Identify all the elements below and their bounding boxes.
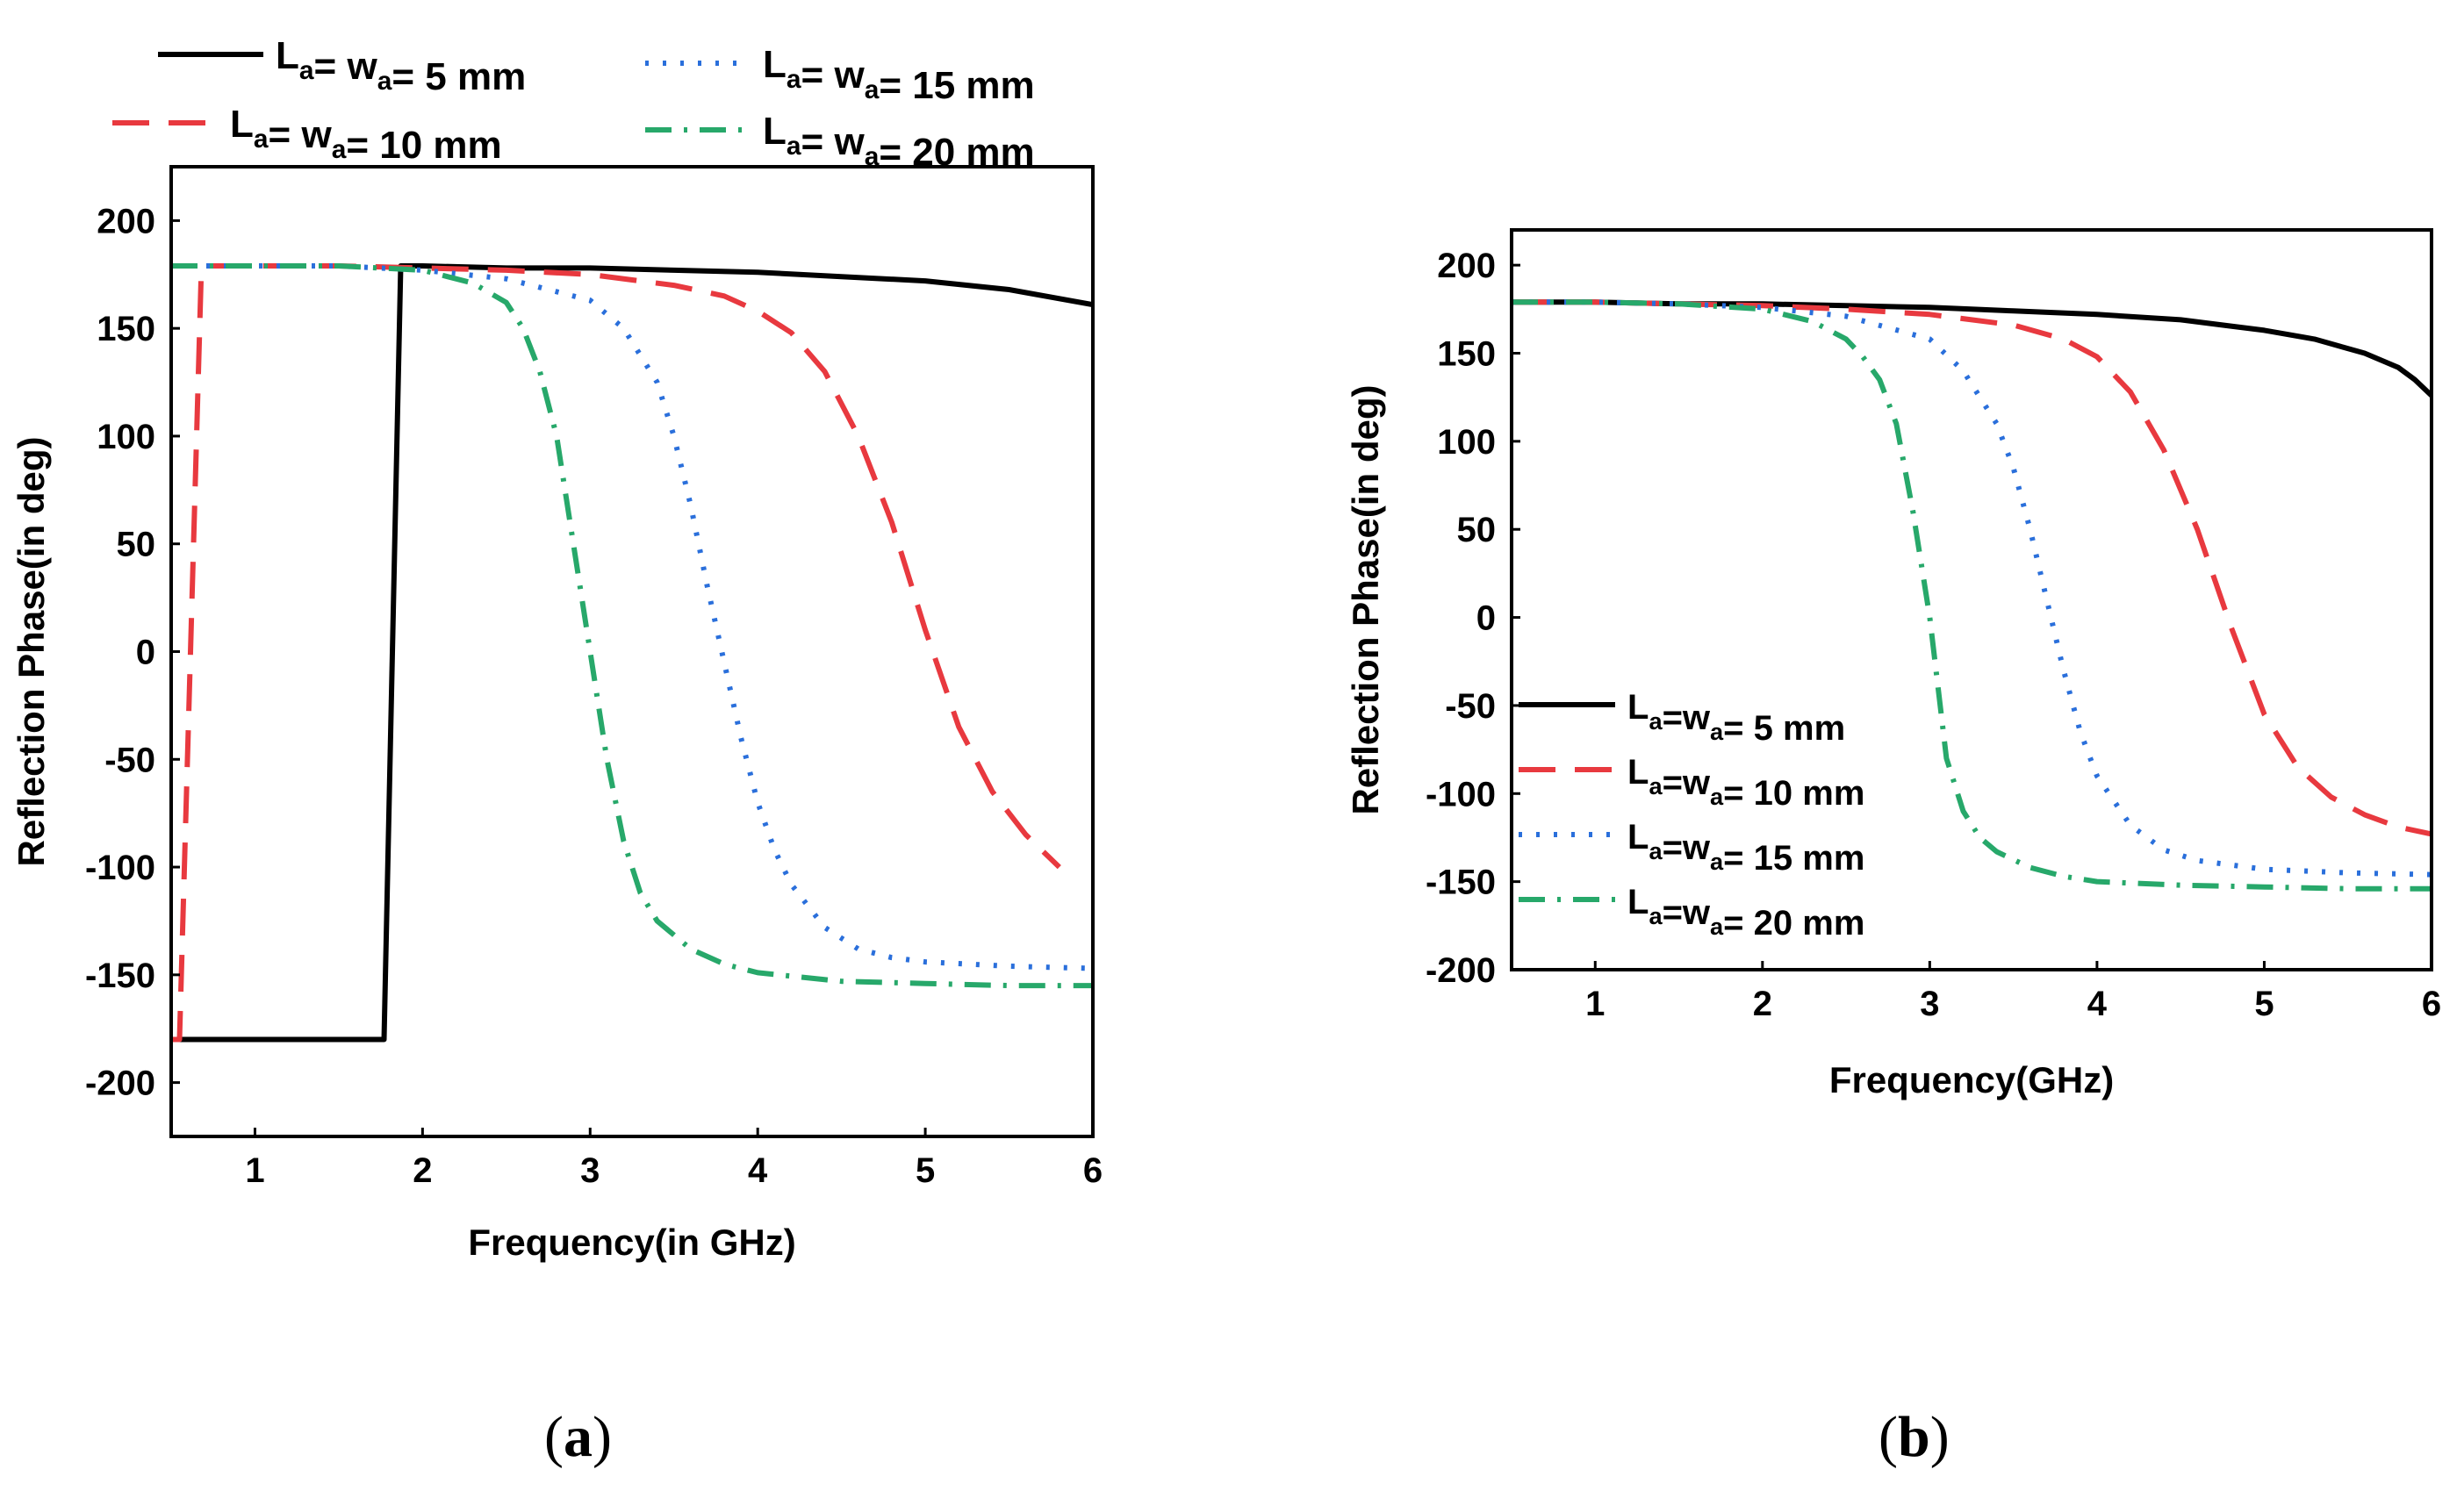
x-tick-label: 5: [2254, 985, 2274, 1023]
y-tick-label: 50: [117, 526, 156, 564]
y-tick-label: 150: [1437, 335, 1496, 374]
series-line-1: [171, 263, 1093, 1043]
y-tick-label: -200: [1426, 951, 1496, 990]
legend-label-1: La=wa= 5 mm: [1627, 688, 1845, 748]
plot-frame: [1510, 228, 2433, 971]
legend-label-4: La= wa= 20 mm: [763, 110, 1035, 174]
series-line-4: [171, 263, 1093, 989]
x-tick-label: 1: [1585, 985, 1605, 1023]
x-tick-label: 1: [245, 1151, 264, 1190]
y-tick-label: -150: [1426, 864, 1496, 902]
y-tick-label: 100: [97, 418, 155, 456]
y-tick-label: 100: [1437, 423, 1496, 462]
plot-area: [171, 263, 1093, 1043]
chart-panel-b: 1 2 3 4 5 6 -200 -150 -100 -50 0 50 100 150 200 Frequen…: [1345, 228, 2441, 1100]
y-tick-label: -100: [85, 849, 155, 887]
x-axis-label: Frequency(GHz): [1829, 1059, 2114, 1100]
chart-panel-a: 1 2 3 4 5 6 -200 -150 -100 -50 0 50 100 150 200 Frequen…: [11, 34, 1103, 1263]
legend-label-3: La= wa= 15 mm: [763, 43, 1035, 107]
panel-label-a: (a): [544, 1405, 612, 1469]
x-axis-label: Frequency(in GHz): [468, 1222, 795, 1263]
x-tick-label: 3: [580, 1151, 600, 1190]
x-tick-label: 3: [1920, 985, 1939, 1023]
y-tick-label: -50: [104, 741, 155, 779]
series-line-4: [1512, 299, 2432, 892]
plot-area: [1512, 299, 2432, 892]
y-tick-label: -150: [85, 957, 155, 995]
y-tick-label: 0: [1476, 599, 1496, 638]
y-tick-label: 200: [1437, 247, 1496, 285]
y-axis-label: Reflection Phase(in deg): [1345, 384, 1386, 814]
y-tick-label: -50: [1445, 687, 1496, 726]
x-tick-label: 5: [916, 1151, 935, 1190]
plot-frame: [169, 165, 1095, 1138]
legend-label-2: La=wa= 10 mm: [1627, 753, 1864, 813]
y-axis-label: Reflection Phase(in deg): [11, 436, 52, 866]
legend-label-1: La= wa= 5 mm: [276, 34, 526, 98]
legend-label-3: La=wa= 15 mm: [1627, 818, 1864, 878]
y-tick-label: 50: [1457, 511, 1497, 549]
series-line-3: [1512, 299, 2432, 878]
legend-label-4: La=wa= 20 mm: [1627, 883, 1864, 943]
series-line-3: [171, 263, 1093, 971]
y-tick-label: -100: [1426, 775, 1496, 814]
y-tick-label: 0: [136, 634, 155, 672]
x-tick-label: 4: [748, 1151, 768, 1190]
y-tick-label: 200: [97, 202, 155, 240]
panel-label-b: (b): [1879, 1405, 1950, 1469]
legend-label-2: La= wa= 10 mm: [230, 103, 502, 167]
x-tick-label: 6: [2422, 985, 2441, 1023]
series-line-2: [171, 263, 1061, 1043]
y-tick-label: -200: [85, 1064, 155, 1103]
x-tick-label: 4: [2087, 985, 2108, 1023]
series-line-1: [1512, 299, 2432, 398]
y-tick-label: 150: [97, 310, 155, 348]
x-tick-label: 6: [1083, 1151, 1103, 1190]
x-tick-label: 2: [1753, 985, 1772, 1023]
x-tick-label: 2: [413, 1151, 432, 1190]
series-line-2: [1512, 299, 2432, 837]
